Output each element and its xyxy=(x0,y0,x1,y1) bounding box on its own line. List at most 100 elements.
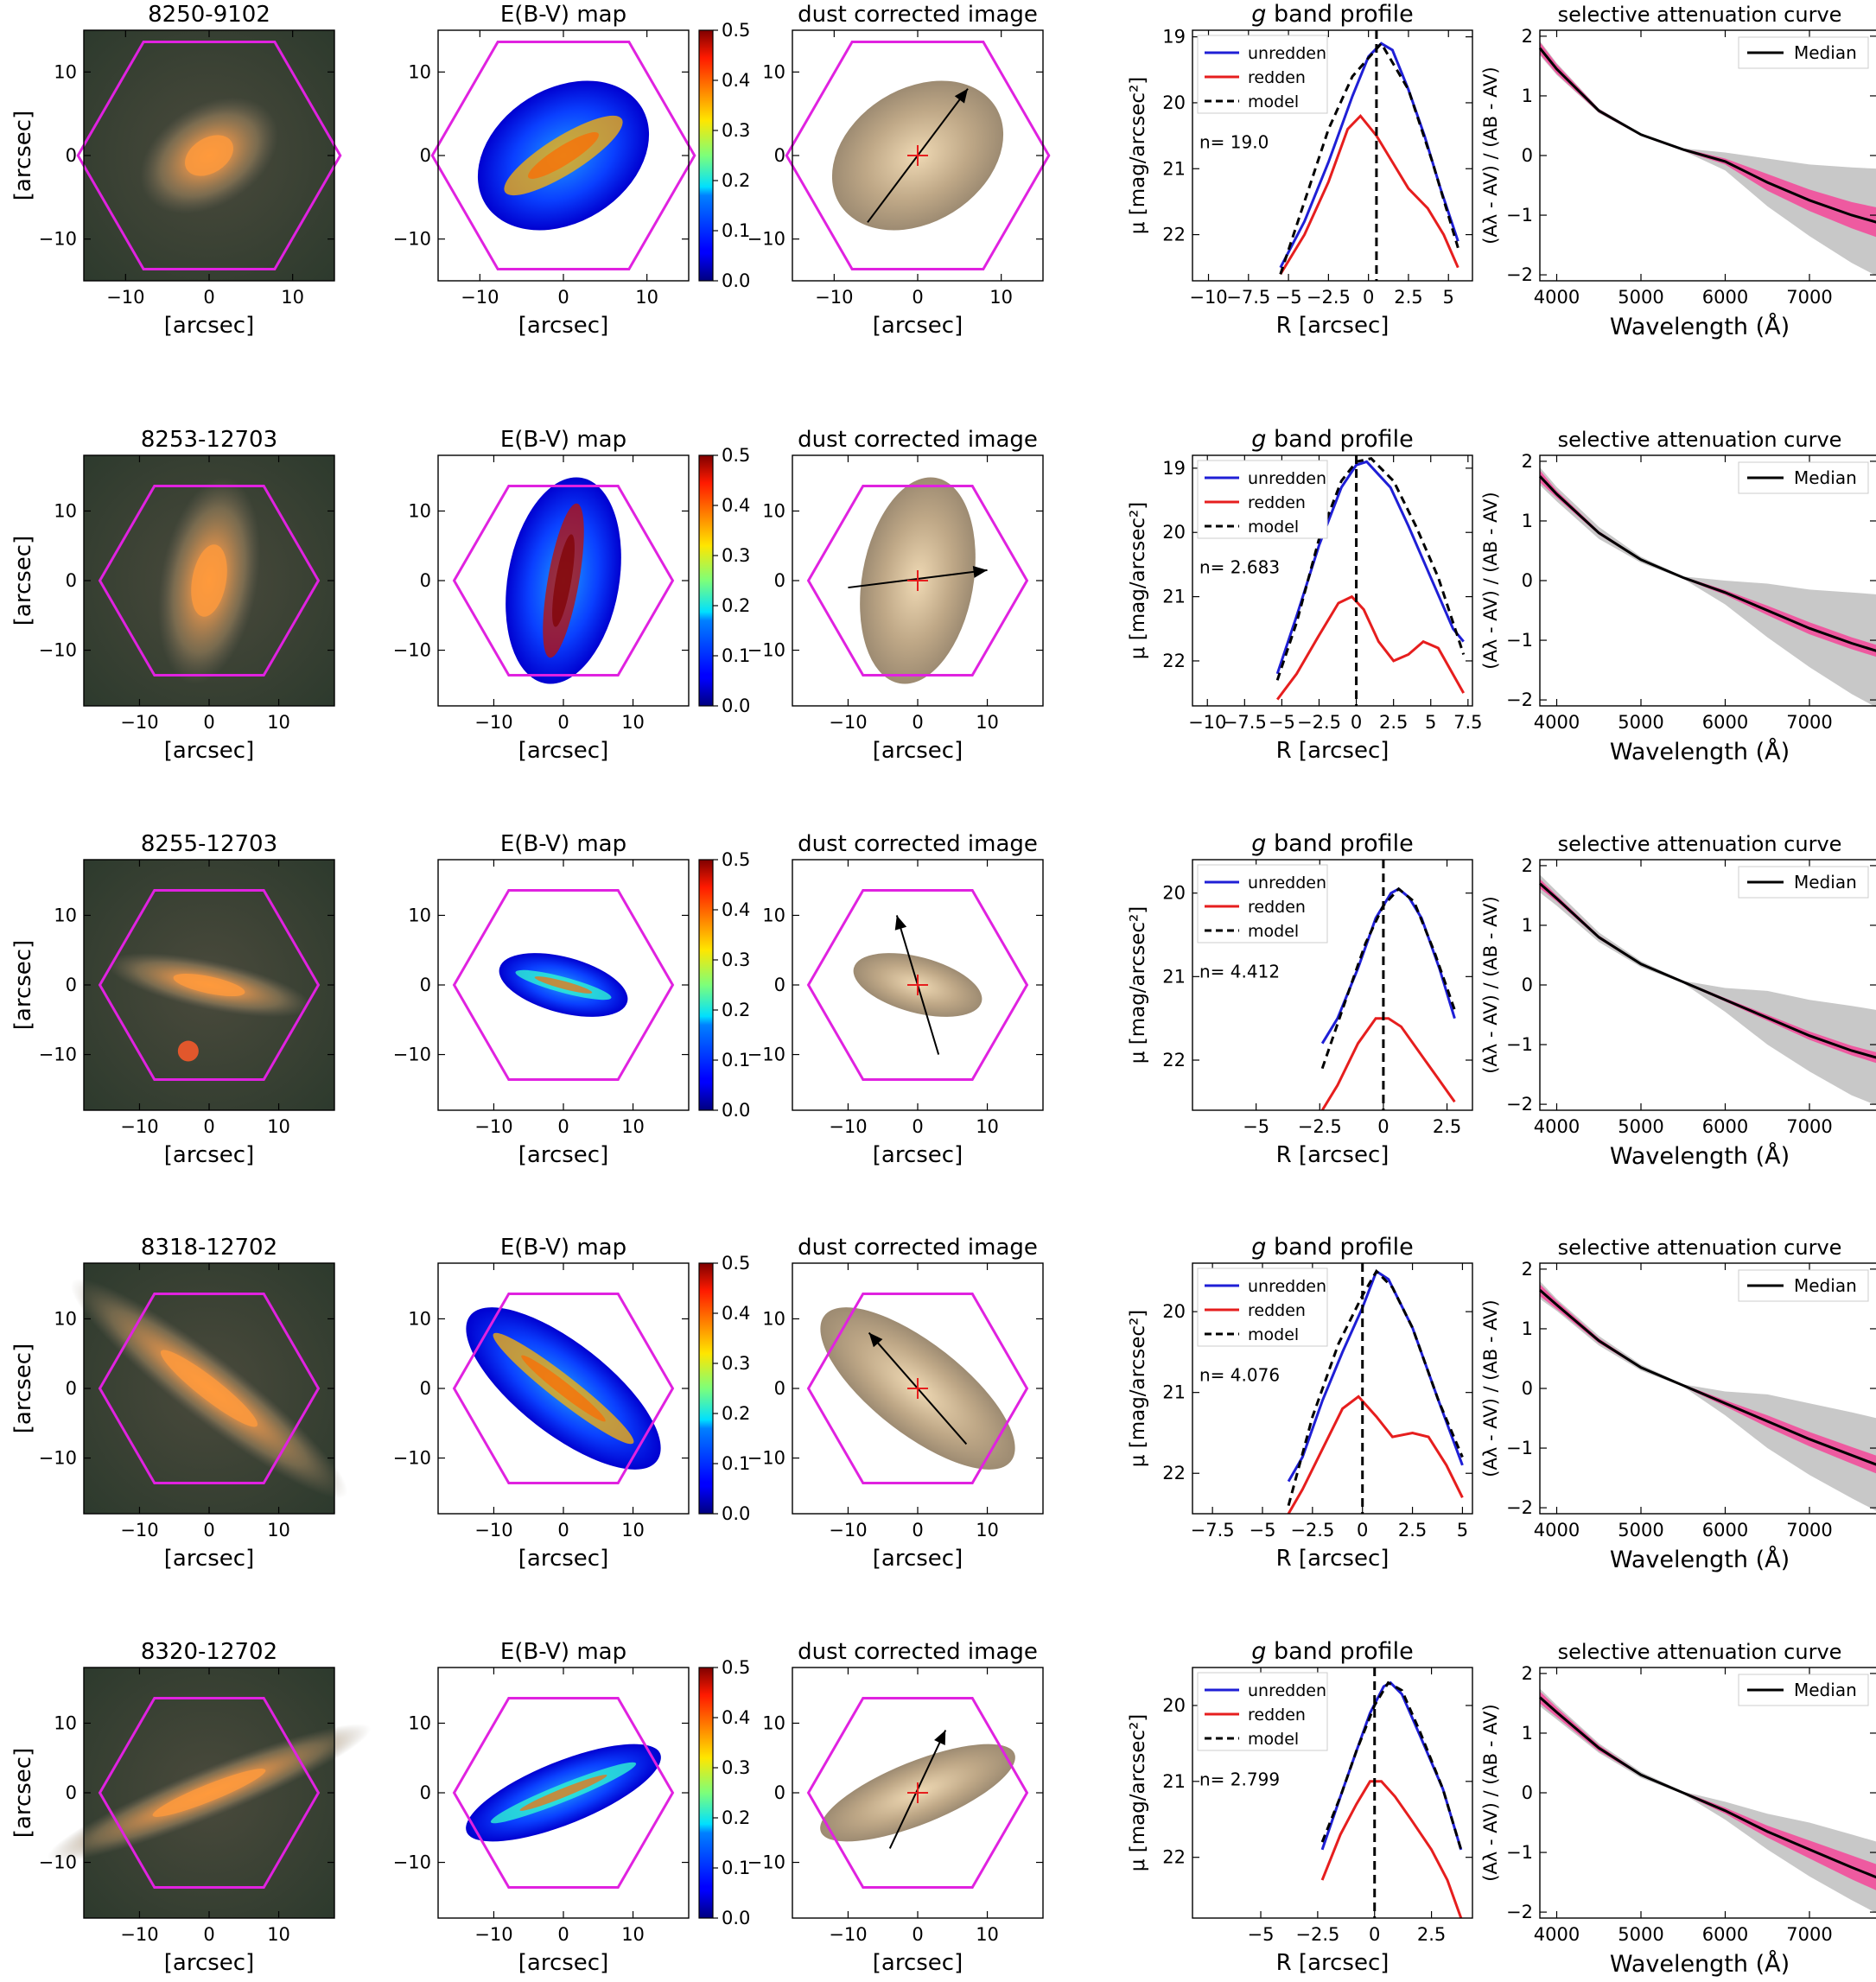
image-x-tick-label: −10 xyxy=(120,1924,158,1945)
atten-x-tick-label: 6000 xyxy=(1702,1116,1748,1137)
uncertainty-band-inner xyxy=(1540,470,1876,657)
profile-title: g band profile xyxy=(1251,426,1414,453)
dust-y-tick-label: 0 xyxy=(774,975,785,995)
dust-x-tick-label: 10 xyxy=(976,1116,999,1137)
atten-y-tick-label: −1 xyxy=(1506,1034,1533,1055)
legend-label: model xyxy=(1248,1325,1299,1344)
map-y-tick-label: −10 xyxy=(393,640,431,661)
attenuation-panel: 4000 5000 6000 7000 −2 −1 0 1 2 Median selective a… xyxy=(1480,1640,1876,1978)
y-axis-label: [arcsec] xyxy=(10,940,36,1030)
legend-label: model xyxy=(1248,1730,1299,1749)
atten-x-tick-label: 4000 xyxy=(1534,287,1580,308)
galaxy-id-title: 8318-12702 xyxy=(141,1235,277,1261)
colorbar xyxy=(698,1262,714,1515)
profile-x-tick-label: 0 xyxy=(1357,1520,1368,1540)
x-axis-label: [arcsec] xyxy=(873,1950,963,1976)
profile-title: g band profile xyxy=(1251,1638,1414,1665)
atten-x-tick-label: 6000 xyxy=(1702,1520,1748,1540)
atten-y-tick-label: 2 xyxy=(1522,26,1533,47)
atten-x-tick-label: 4000 xyxy=(1534,1116,1580,1137)
x-axis-label: [arcsec] xyxy=(518,313,608,339)
profile-x-tick-label: −5 xyxy=(1243,1116,1269,1137)
dust-x-tick-label: 0 xyxy=(912,1924,923,1945)
colorbar-tick-label: 0.3 xyxy=(722,950,750,970)
map-title: E(B-V) map xyxy=(500,427,626,453)
atten-y-tick-label: 0 xyxy=(1522,1782,1533,1803)
atten-y-tick-label: −1 xyxy=(1506,630,1533,651)
profile-x-tick-label: 2.5 xyxy=(1433,1116,1461,1137)
map-x-tick-label: 0 xyxy=(557,1924,569,1945)
legend-label: model xyxy=(1248,518,1299,537)
title-band: g xyxy=(1251,830,1266,857)
profile-y-tick-label: 22 xyxy=(1162,1847,1186,1868)
profile-y-tick-label: 22 xyxy=(1162,1050,1186,1070)
atten-x-tick-label: 5000 xyxy=(1618,1116,1663,1137)
legend-label: redden xyxy=(1248,1706,1306,1725)
map-x-tick-label: 10 xyxy=(621,712,645,733)
map-title: E(B-V) map xyxy=(500,1235,626,1261)
x-axis-label: [arcsec] xyxy=(873,1546,963,1572)
profile-x-tick-label: −7.5 xyxy=(1191,1520,1235,1540)
x-axis-label: Wavelength (Å) xyxy=(1610,738,1790,765)
ifu-hexagon xyxy=(806,1696,1029,1890)
ifu-hexagon xyxy=(452,1696,675,1890)
map-y-tick-label: 10 xyxy=(408,1308,431,1329)
x-axis-label: [arcsec] xyxy=(164,1546,254,1572)
model-series xyxy=(1320,1680,1463,1851)
median-curve xyxy=(1538,47,1876,224)
image-y-tick-label: 10 xyxy=(54,905,77,925)
map-x-tick-label: 0 xyxy=(557,1116,569,1137)
colorbar-tick-label: 0.1 xyxy=(722,1050,750,1070)
dust-title: dust corrected image xyxy=(798,1639,1038,1665)
galaxy-bulge xyxy=(160,1350,258,1427)
dust-y-tick-label: 10 xyxy=(762,1308,785,1329)
profile-y-tick-label: 20 xyxy=(1162,1695,1186,1716)
profile-x-tick-label: −5 xyxy=(1275,287,1302,308)
dust-x-tick-label: 0 xyxy=(912,1116,923,1137)
x-axis-label: Wavelength (Å) xyxy=(1610,1950,1790,1978)
dust-corrected-panel: −10 0 10 −10 0 10 dust corrected image [arcsec] xyxy=(747,1639,1044,1976)
model-series xyxy=(1320,886,1456,1070)
title-band: g xyxy=(1251,1234,1266,1261)
profile-y-tick-label: 20 xyxy=(1162,522,1186,543)
galaxy-bulge xyxy=(173,973,245,997)
atten-title: selective attenuation curve xyxy=(1558,1640,1842,1664)
profile-title: g band profile xyxy=(1251,1,1414,28)
dust-y-tick-label: 0 xyxy=(774,1378,785,1399)
map-y-tick-label: −10 xyxy=(393,1852,431,1873)
image-x-tick-label: 0 xyxy=(203,1116,214,1137)
x-axis-label: [arcsec] xyxy=(873,738,963,764)
image-x-tick-label: −10 xyxy=(106,287,144,308)
dust-x-tick-label: 0 xyxy=(912,1520,923,1540)
g-band-profile-panel: −10−7.5 −5 −2.5 0 2.5 5 19 20 21 22 unredden redden… xyxy=(1127,1,1473,339)
atten-y-tick-label: 1 xyxy=(1522,915,1533,936)
arrow-head xyxy=(954,88,968,104)
colorbar-tick-label: 0.4 xyxy=(722,1707,750,1728)
legend-label: model xyxy=(1248,922,1299,941)
y-axis-label: [arcsec] xyxy=(10,111,36,200)
image-x-tick-label: 10 xyxy=(267,1520,290,1540)
uncertainty-band-inner xyxy=(1540,879,1876,1064)
profile-x-tick-label: 2.5 xyxy=(1417,1924,1446,1945)
legend-label: redden xyxy=(1248,1301,1306,1320)
map-x-tick-label: −10 xyxy=(474,712,512,733)
image-y-tick-label: 10 xyxy=(54,1712,77,1733)
title-rest: band profile xyxy=(1266,1,1413,28)
dust-corrected-panel: −10 0 10 −10 0 10 dust corrected image [arcsec] xyxy=(747,831,1044,1168)
dust-x-tick-label: −10 xyxy=(815,287,853,308)
title-rest: band profile xyxy=(1266,830,1413,857)
map-y-tick-label: −10 xyxy=(393,1448,431,1469)
profile-y-tick-label: 21 xyxy=(1162,158,1186,179)
ifu-hexagon xyxy=(98,484,321,677)
redden-series xyxy=(1279,113,1459,276)
legend-box xyxy=(1738,1674,1869,1706)
uncertainty-band-inner xyxy=(1540,41,1876,238)
profile-x-tick-label: 0 xyxy=(1369,1924,1380,1945)
median-curve xyxy=(1538,475,1876,652)
map-x-tick-label: 0 xyxy=(557,287,569,308)
dust-x-tick-label: −10 xyxy=(829,1924,867,1945)
y-axis-label: (Aλ - AV) / (AB - AV) xyxy=(1480,1704,1501,1881)
profile-y-tick-label: 19 xyxy=(1162,458,1186,479)
profile-y-tick-label: 22 xyxy=(1162,651,1186,671)
